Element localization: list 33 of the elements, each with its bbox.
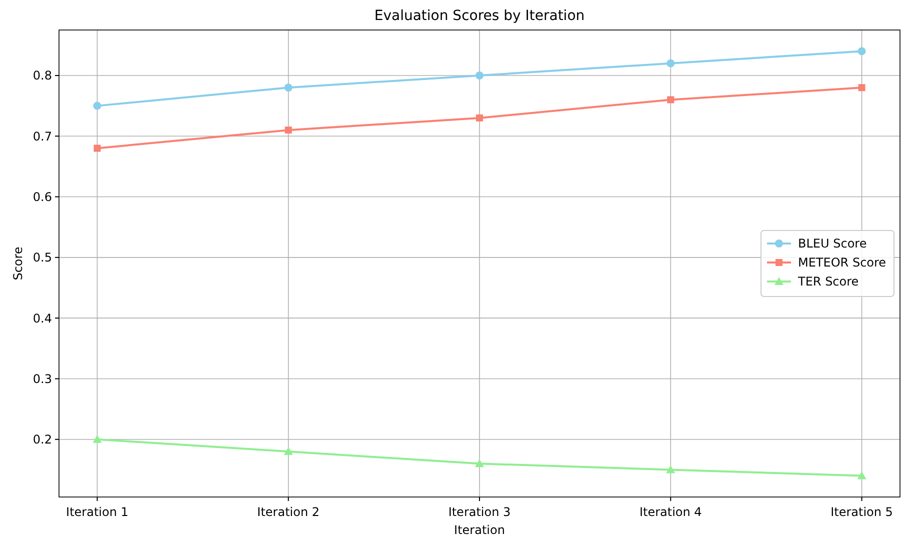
y-tick-label: 0.5 [32,250,52,265]
x-tick-label: Iteration 2 [257,505,320,519]
x-axis-title: Iteration [454,523,505,537]
x-tick-label: Iteration 3 [448,505,511,519]
y-tick-label: 0.8 [32,68,52,83]
y-tick-label: 0.2 [32,432,52,447]
x-tick-label: Iteration 4 [639,505,702,519]
point [284,84,292,92]
point [667,96,674,104]
point [666,465,676,474]
point [476,71,484,80]
x-tick-label: Iteration 1 [66,505,128,519]
y-axis-title: Score [11,246,25,280]
point [94,144,101,152]
point [284,126,292,134]
legend-label: METEOR Score [798,256,886,270]
point [475,459,484,468]
legend-label: BLEU Score [798,236,867,251]
y-tick-label: 0.4 [32,311,52,326]
point [92,434,102,443]
y-tick-label: 0.7 [32,129,52,144]
legend-label: TER Score [797,274,859,289]
point [666,59,675,68]
point [858,47,866,56]
y-tick-label: 0.3 [32,372,52,386]
point [476,114,483,122]
chart-title: Evaluation Scores by Iteration [374,8,585,24]
y-tick-label: 0.6 [32,190,52,204]
x-tick-label: Iteration 5 [830,505,893,519]
point [858,84,866,92]
point [284,447,293,456]
point [857,471,866,480]
point [93,102,102,110]
